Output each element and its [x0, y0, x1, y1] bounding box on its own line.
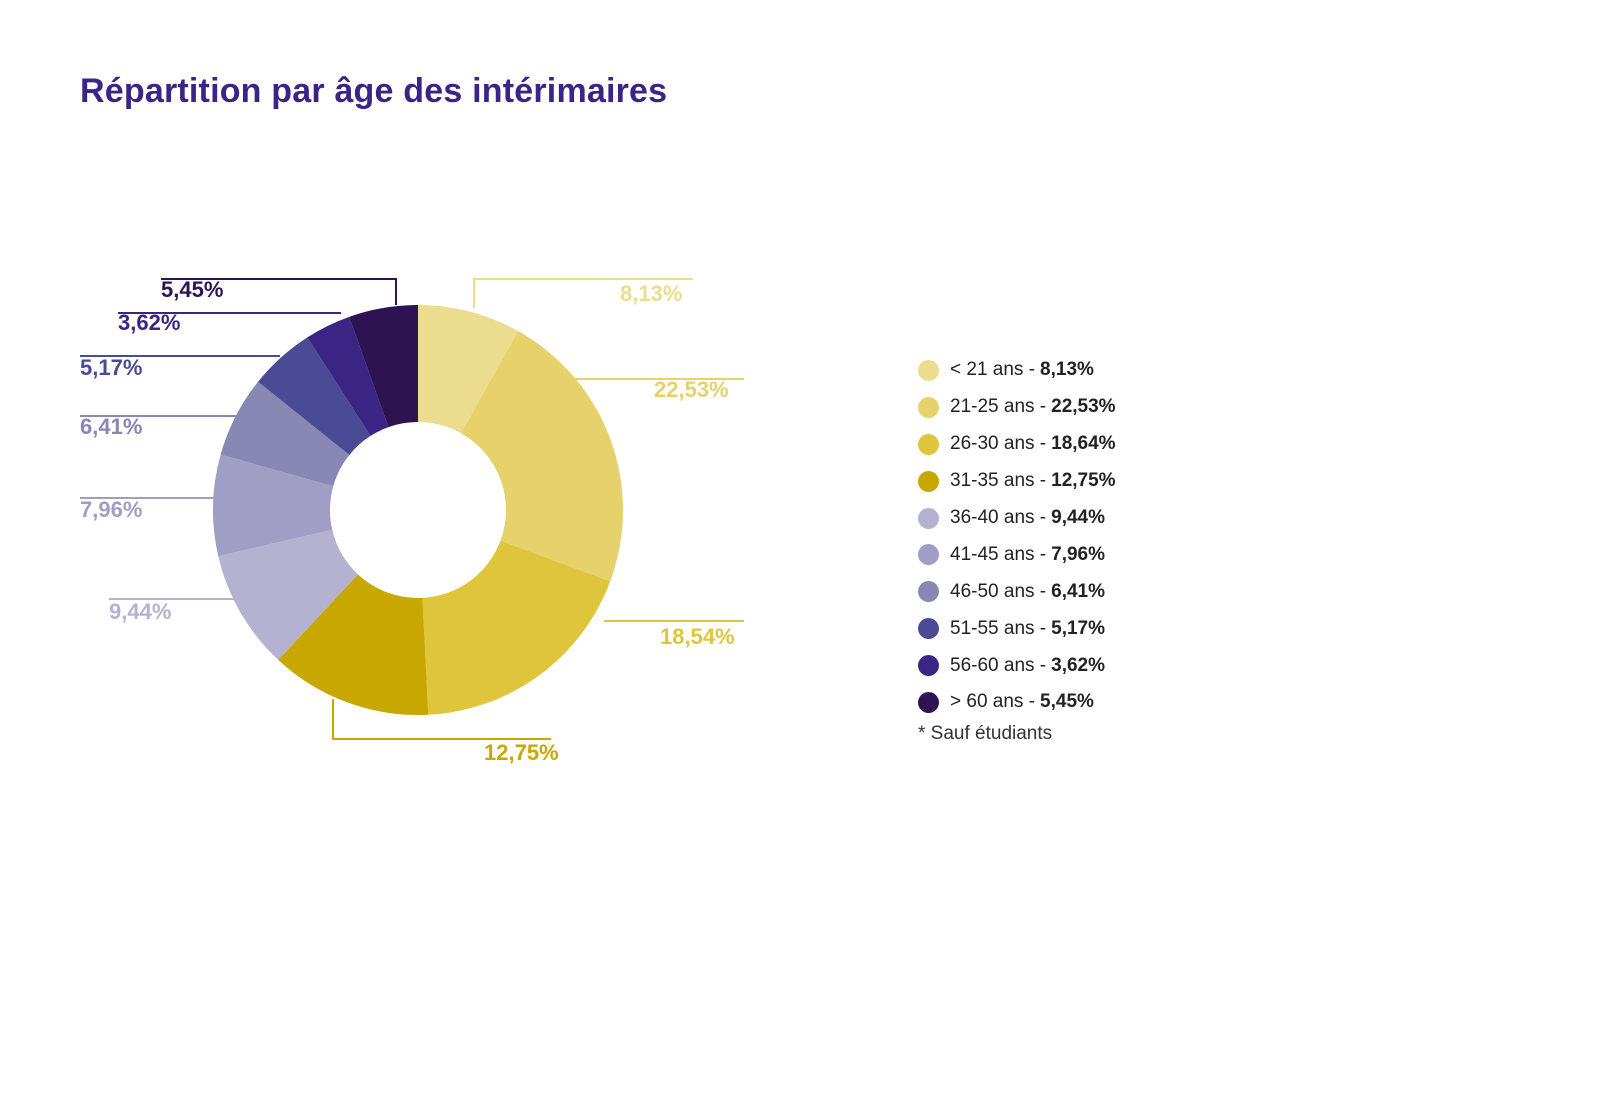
legend-value: 5,17%: [1051, 617, 1105, 639]
slice-label-9: 3,62%: [118, 310, 180, 335]
legend-swatch: [918, 544, 939, 566]
slice-2: [461, 331, 623, 582]
legend-item: 41-45 ans -7,96%: [918, 536, 1116, 573]
slice-10: [349, 305, 418, 428]
legend-item: 21-25 ans -22,53%: [918, 389, 1116, 426]
legend-item: < 21 ans -8,13%: [918, 352, 1116, 389]
slice-1: [418, 305, 519, 434]
slice-label-10: 5,45%: [161, 277, 223, 302]
legend-footnote: * Sauf étudiants: [918, 722, 1053, 744]
legend-label: 36-40 ans -: [950, 507, 1047, 528]
slice-9: [307, 316, 389, 436]
slice-5: [218, 529, 358, 660]
legend-value: 3,62%: [1051, 654, 1105, 676]
slice-label-5: 9,44%: [109, 599, 171, 624]
leader-line-9: [118, 312, 341, 314]
slice-label-7: 6,41%: [80, 414, 142, 439]
legend-label: 31-35 ans -: [950, 470, 1047, 492]
slice-labels: 8,13% 22,53% 18,54% 12,75% 9,44% 7,96% 6,41% 5,…: [80, 277, 735, 765]
legend-swatch: [918, 581, 939, 603]
slice-label-2: 22,53%: [654, 377, 729, 402]
legend-label: 51-55 ans -: [950, 617, 1047, 639]
slice-label-1: 8,13%: [620, 281, 682, 306]
legend-value: 7,96%: [1051, 543, 1105, 565]
slice-label-3: 18,54%: [660, 624, 735, 649]
slice-label-8: 5,17%: [80, 355, 142, 380]
legend-swatch: [918, 618, 939, 640]
legend-item: 26-30 ans -18,64%: [918, 426, 1116, 463]
legend-item: > 60 ans -5,45%: [918, 684, 1116, 721]
legend-label: 46-50 ans -: [950, 580, 1047, 602]
legend-swatch: [918, 396, 939, 418]
slice-7: [220, 381, 350, 487]
legend-item: 36-40 ans -9,44%: [918, 500, 1116, 537]
legend-swatch: [918, 691, 939, 713]
legend-value: 8,13%: [1040, 359, 1094, 381]
legend-value: 12,75%: [1051, 470, 1116, 492]
leader-line-10: [161, 278, 397, 305]
slice-label-6: 7,96%: [80, 497, 142, 522]
donut-slices: [212, 305, 623, 715]
legend-value: 9,44%: [1051, 507, 1105, 528]
legend-label: 41-45 ans -: [950, 543, 1047, 565]
slice-label-4: 12,75%: [484, 740, 559, 765]
legend-label: 56-60 ans -: [950, 654, 1047, 676]
legend-item: 46-50 ans -6,41%: [918, 573, 1116, 610]
legend-swatch: [918, 655, 939, 677]
legend-swatch: [918, 507, 939, 529]
legend-item: 51-55 ans -5,17%: [918, 610, 1116, 647]
chart-title: Répartition par âge des intérimaires: [80, 72, 668, 110]
legend-label: > 60 ans -: [950, 691, 1036, 713]
legend-swatch: [918, 470, 939, 492]
slice-8: [258, 337, 371, 455]
leader-lines: [80, 278, 744, 740]
legend-label: 26-30 ans -: [950, 433, 1047, 455]
leader-line-1: [473, 278, 693, 308]
legend-item: 56-60 ans -3,62%: [918, 647, 1116, 684]
legend-item: 31-35 ans -12,75%: [918, 463, 1116, 500]
leader-line-4: [332, 699, 551, 740]
legend: < 21 ans -8,13% 21-25 ans -22,53% 26-30 an…: [918, 352, 1116, 745]
slice-6: [212, 454, 334, 557]
legend-value: 22,53%: [1051, 396, 1116, 418]
legend-value: 5,45%: [1040, 691, 1094, 713]
legend-value: 18,64%: [1051, 433, 1116, 455]
slice-3: [422, 540, 611, 715]
legend-label: < 21 ans -: [950, 359, 1036, 381]
legend-value: 6,41%: [1051, 580, 1105, 602]
legend-label: 21-25 ans -: [950, 396, 1047, 418]
legend-swatch: [918, 359, 939, 381]
legend-swatch: [918, 433, 939, 455]
slice-4: [278, 574, 429, 715]
